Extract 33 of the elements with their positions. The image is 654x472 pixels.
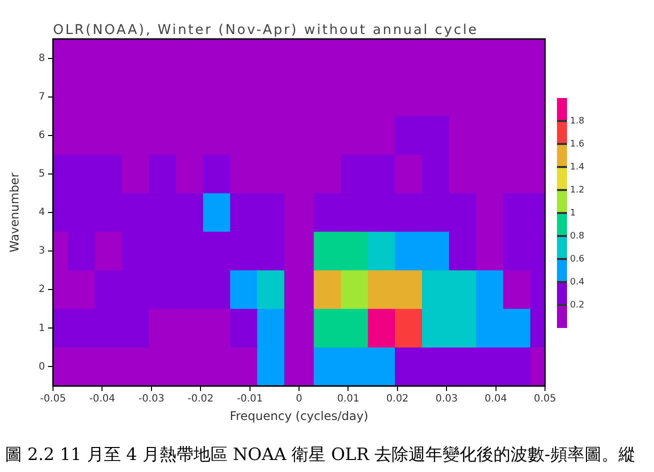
y-axis-title: Wavenumber <box>7 172 22 252</box>
color-bar-label: 0.6 <box>570 254 585 264</box>
y-tick-label: 2 <box>38 284 45 296</box>
x-tick-label: 0.02 <box>386 394 409 405</box>
color-bar-label: 1.6 <box>570 139 585 150</box>
x-tick-label: -0.03 <box>138 394 164 405</box>
x-tick-label: -0.05 <box>40 394 66 405</box>
x-tick-label: 0.03 <box>435 394 458 405</box>
y-tick-label: 8 <box>38 52 45 64</box>
x-axis-title: Frequency (cycles/day) <box>230 408 368 423</box>
x-tick-label: 0.05 <box>534 394 556 405</box>
color-bar-label: 0.4 <box>570 277 585 288</box>
y-tick-label: 1 <box>38 322 45 334</box>
y-tick-label: 7 <box>38 91 45 102</box>
color-bar-label: 1.8 <box>570 116 585 126</box>
y-tick-label: 4 <box>38 207 45 218</box>
caption: 圖 2.2 11 月至 4 月熱帶地區 NOAA 衛星 OLR 去除週年變化後的波數-頻率圖。縱 <box>5 445 636 465</box>
x-tick-label: 0 <box>296 394 302 405</box>
y-tick-label: 0 <box>38 361 45 372</box>
x-tick-label: 0.04 <box>484 394 507 405</box>
x-tick-label: -0.02 <box>188 394 214 405</box>
color-bar-label: 0.8 <box>570 231 585 242</box>
y-tick-label: 5 <box>38 168 45 180</box>
x-tick-label: 0.01 <box>337 394 360 405</box>
color-bar-label: 1.4 <box>570 162 585 172</box>
color-bar-label: 0.2 <box>570 300 584 310</box>
y-tick-label: 6 <box>38 130 45 141</box>
color-bar-label: 1.2 <box>570 185 584 196</box>
chart-title: OLR(NOAA), Winter (Nov-Apr) without annual cycle <box>53 22 478 38</box>
y-tick-label: 3 <box>38 246 45 257</box>
x-tick-label: -0.01 <box>236 394 263 405</box>
color-bar-label: 1 <box>570 208 576 218</box>
x-tick-label: -0.04 <box>89 394 116 405</box>
